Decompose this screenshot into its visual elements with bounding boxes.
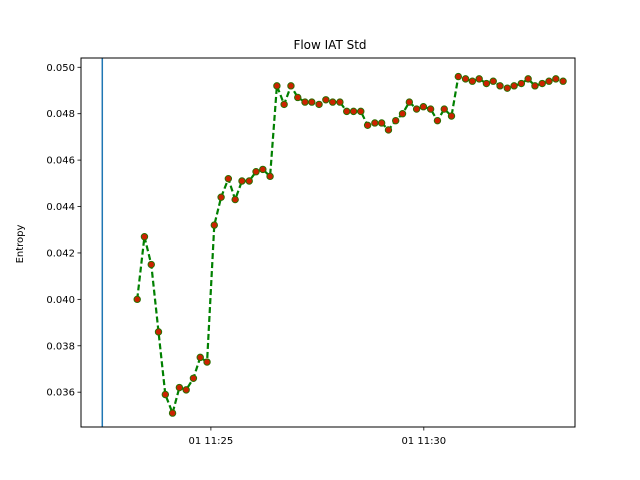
data-point	[412, 105, 421, 113]
data-point	[482, 79, 491, 88]
data-point	[308, 98, 316, 106]
data-point	[433, 116, 442, 125]
data-point	[294, 93, 302, 102]
y-tick-label: 0.044	[46, 202, 75, 213]
data-point	[133, 295, 141, 304]
data-point	[447, 112, 456, 120]
data-point	[203, 358, 211, 366]
data-point	[552, 75, 560, 83]
data-point	[328, 98, 337, 106]
data-point	[196, 353, 204, 362]
data-point	[161, 390, 170, 399]
data-point	[559, 77, 567, 85]
data-point	[545, 77, 553, 85]
data-point	[175, 383, 184, 392]
data-point	[315, 100, 323, 109]
data-point	[371, 119, 379, 127]
data-point	[343, 107, 351, 116]
y-tick-label: 0.038	[46, 341, 75, 352]
data-point	[419, 103, 428, 111]
data-point	[210, 221, 218, 229]
y-tick-label: 0.040	[46, 295, 75, 306]
data-point	[357, 107, 365, 116]
y-tick-label: 0.046	[46, 156, 75, 167]
y-axis-title: Entropy	[15, 224, 26, 263]
data-point	[440, 105, 448, 113]
y-tick-label: 0.050	[46, 63, 75, 74]
data-point	[336, 98, 344, 106]
data-point	[287, 82, 295, 90]
y-tick-label: 0.036	[46, 388, 75, 399]
data-point	[405, 98, 414, 106]
data-point	[426, 105, 435, 113]
data-point	[468, 77, 477, 85]
data-point	[224, 174, 233, 183]
x-tick-label: 01 11:30	[401, 436, 446, 447]
data-point	[168, 409, 177, 417]
data-point	[524, 75, 532, 83]
data-point	[252, 168, 260, 176]
plot-area	[101, 58, 567, 427]
y-tick-label: 0.048	[46, 109, 75, 120]
data-point	[238, 177, 246, 185]
data-point	[231, 195, 239, 204]
data-point	[496, 82, 504, 90]
data-point	[475, 75, 483, 83]
y-tick-label: 0.042	[46, 248, 75, 259]
data-point	[384, 126, 393, 134]
data-point	[489, 77, 497, 85]
data-point	[280, 100, 288, 109]
data-point	[454, 72, 463, 81]
data-point	[217, 193, 225, 201]
data-point	[510, 82, 518, 90]
data-point	[461, 75, 470, 83]
data-point	[266, 172, 274, 181]
data-point	[189, 374, 198, 382]
data-point	[245, 177, 253, 185]
data-point	[398, 109, 407, 118]
data-point	[517, 79, 526, 88]
data-point	[301, 98, 309, 106]
data-point	[531, 82, 539, 90]
data-point	[322, 96, 330, 104]
data-point	[377, 119, 386, 127]
series-line	[136, 75, 564, 415]
data-point	[392, 116, 400, 125]
data-point	[273, 82, 281, 90]
data-point	[140, 232, 149, 241]
data-point	[538, 79, 546, 88]
data-point	[349, 107, 358, 116]
x-tick-label: 01 11:25	[189, 436, 234, 447]
data-point	[259, 165, 267, 174]
data-point	[363, 121, 372, 130]
chart-title: Flow IAT Std	[293, 38, 366, 52]
data-point	[503, 84, 511, 92]
axes-frame	[80, 57, 576, 428]
data-point	[147, 260, 155, 269]
data-point	[154, 328, 163, 336]
data-point	[182, 386, 190, 394]
